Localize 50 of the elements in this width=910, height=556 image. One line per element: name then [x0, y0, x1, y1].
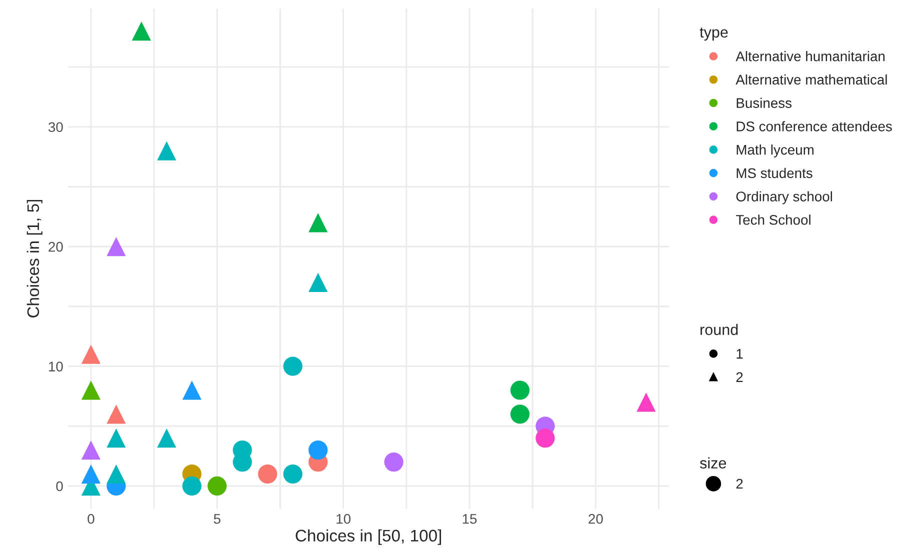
point [81, 464, 101, 484]
x-tick-label: 0 [88, 514, 94, 524]
legend-title: type [700, 28, 728, 41]
point [384, 452, 404, 472]
point [258, 464, 278, 484]
x-tick-label: 5 [214, 514, 220, 524]
point [182, 380, 202, 400]
legend-label: DS conference attendees [736, 121, 892, 132]
y-tick-label: 10 [49, 362, 63, 372]
legend-label: Business [736, 98, 792, 108]
legend-label: Math lyceum [736, 144, 814, 158]
legend-label: Alternative mathematical [736, 74, 887, 85]
point [157, 428, 176, 448]
point [132, 22, 152, 41]
point [636, 392, 656, 412]
point [510, 380, 530, 400]
legend-label: MS students [736, 168, 812, 178]
legend-label: Ordinary school [736, 191, 832, 204]
point [182, 476, 202, 496]
point [106, 236, 126, 256]
text: 2 [736, 372, 743, 382]
point [208, 476, 227, 496]
text: round [700, 324, 738, 336]
point [81, 344, 101, 364]
point [308, 272, 328, 292]
legend-label: Alternative humanitarian [736, 51, 885, 62]
text: 2 [736, 478, 743, 489]
y-tick-label: 30 [48, 122, 63, 132]
y-tick-label: 0 [56, 481, 63, 492]
text: size [700, 457, 726, 469]
point [308, 440, 328, 460]
y-axis-title: Choices in [1, 5] [26, 200, 42, 318]
point [510, 404, 530, 424]
point [106, 464, 126, 484]
point [157, 141, 176, 160]
point [308, 213, 328, 232]
point [283, 356, 302, 376]
point [106, 428, 126, 448]
text: 1 [736, 349, 743, 359]
point [536, 428, 555, 448]
x-tick-label: 20 [588, 514, 603, 524]
x-tick-label: 10 [336, 514, 350, 524]
point [283, 464, 302, 484]
legend-label: Tech School [736, 214, 810, 225]
x-tick-label: 15 [462, 514, 477, 524]
point [81, 380, 101, 400]
x-axis-title: Choices in [50, 100] [296, 529, 442, 545]
y-tick-label: 20 [48, 242, 63, 252]
point [81, 440, 101, 460]
point [106, 404, 126, 424]
